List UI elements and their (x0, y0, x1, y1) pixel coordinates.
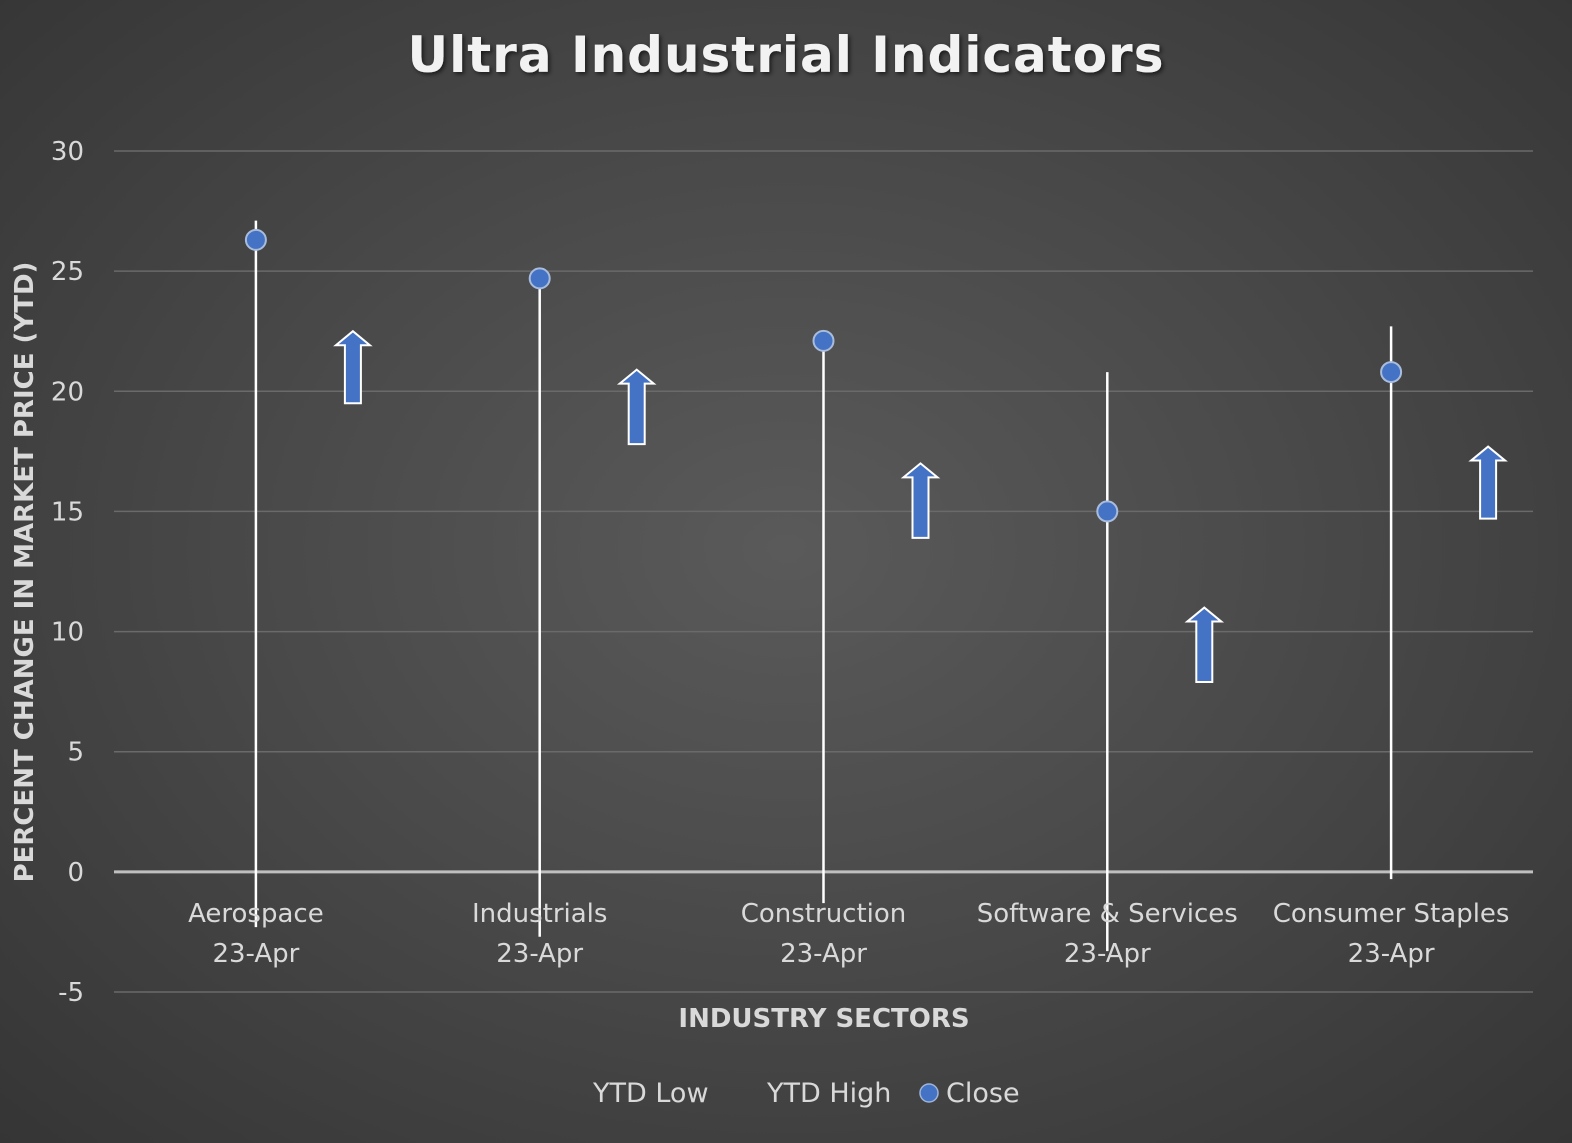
category-label: Software & Services (977, 899, 1238, 929)
hilo-lines (254, 220, 1393, 952)
close-marker (244, 228, 267, 251)
y-tick-label: 30 (51, 137, 84, 167)
up-arrow (1468, 445, 1508, 520)
y-tick-label: 0 (67, 858, 84, 888)
close-marker (1380, 361, 1403, 384)
up-arrow (1184, 606, 1225, 684)
y-tick-label: 25 (51, 257, 84, 287)
x-axis-title: INDUSTRY SECTORS (678, 1004, 969, 1034)
y-axis-ticks: -5 0 5 10 15 20 25 30 (51, 137, 84, 1008)
chart-title: Ultra Industrial Indicators (408, 26, 1165, 84)
up-arrow (333, 329, 373, 405)
y-tick-label: 10 (51, 618, 84, 648)
category-label: Aerospace (188, 899, 324, 929)
close-marker (528, 267, 551, 290)
y-tick-label: -5 (58, 978, 84, 1008)
up-arrows (333, 329, 1508, 684)
legend-close: Close (946, 1078, 1020, 1109)
x-axis-categories: Aerospace 23-Apr Industrials 23-Apr Construc… (188, 899, 1509, 969)
legend-ytd-low: YTD Low (592, 1078, 709, 1109)
category-date-label: 23-Apr (1348, 939, 1435, 969)
category-label: Industrials (472, 899, 607, 929)
legend: YTD Low YTD High Close (592, 1078, 1020, 1109)
close-markers (244, 228, 1403, 523)
y-axis-title: PERCENT CHANGE IN MARKET PRICE (YTD) (10, 262, 40, 883)
category-label: Consumer Staples (1273, 899, 1510, 929)
close-marker (1096, 500, 1119, 523)
up-arrow (616, 368, 657, 446)
category-date-label: 23-Apr (212, 939, 299, 969)
legend-close-marker (919, 1083, 939, 1103)
category-date-label: 23-Apr (1064, 939, 1151, 969)
category-date-label: 23-Apr (780, 939, 867, 969)
y-tick-label: 15 (51, 497, 84, 527)
y-tick-label: 20 (51, 377, 84, 407)
category-date-label: 23-Apr (496, 939, 583, 969)
close-marker (812, 329, 835, 352)
category-label: Construction (741, 899, 907, 929)
up-arrow (900, 462, 941, 539)
y-tick-label: 5 (67, 738, 84, 768)
legend-ytd-high: YTD High (766, 1078, 891, 1109)
